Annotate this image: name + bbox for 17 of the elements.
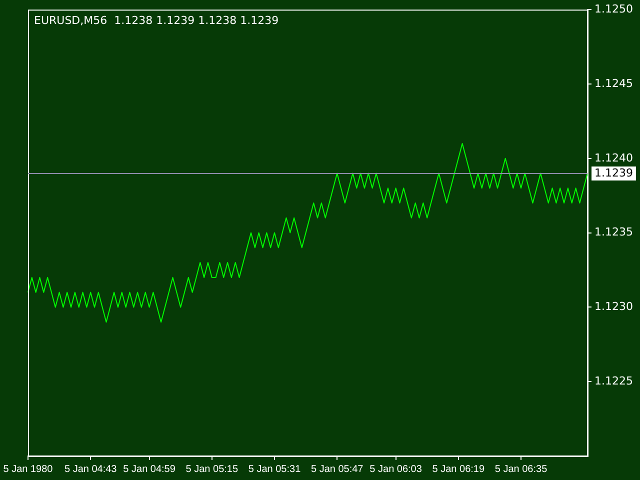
x-tick-label: 5 Jan 05:31 xyxy=(248,464,302,475)
y-tick-label: 1.1240 xyxy=(594,151,634,164)
y-tick-label: 1.1230 xyxy=(594,300,634,314)
y-tick-label: 1.1250 xyxy=(594,2,634,16)
x-tick-label: 5 Jan 06:35 xyxy=(494,464,548,475)
chart-title: EURUSD,M56 1.1238 1.1239 1.1238 1.1239 xyxy=(34,14,279,27)
x-tick-label: 5 Jan 05:15 xyxy=(186,464,238,475)
y-tick-label: 1.1225 xyxy=(594,374,634,388)
x-tick-label: 5 Jan 04:43 xyxy=(64,464,118,475)
y-tick-label: 1.1245 xyxy=(594,76,634,90)
x-tick-label: 5 Jan 06:03 xyxy=(370,464,422,475)
x-tick-label: 5 Jan 04:59 xyxy=(123,464,176,475)
x-tick-label: 5 Jan 05:47 xyxy=(310,464,364,475)
y-tick-label: 1.1235 xyxy=(594,226,634,239)
x-tick-label: 5 Jan 06:19 xyxy=(432,464,485,475)
ref-line-label: 1.1239 xyxy=(594,166,634,180)
x-tick-label: 5 Jan 1980 xyxy=(3,464,54,475)
